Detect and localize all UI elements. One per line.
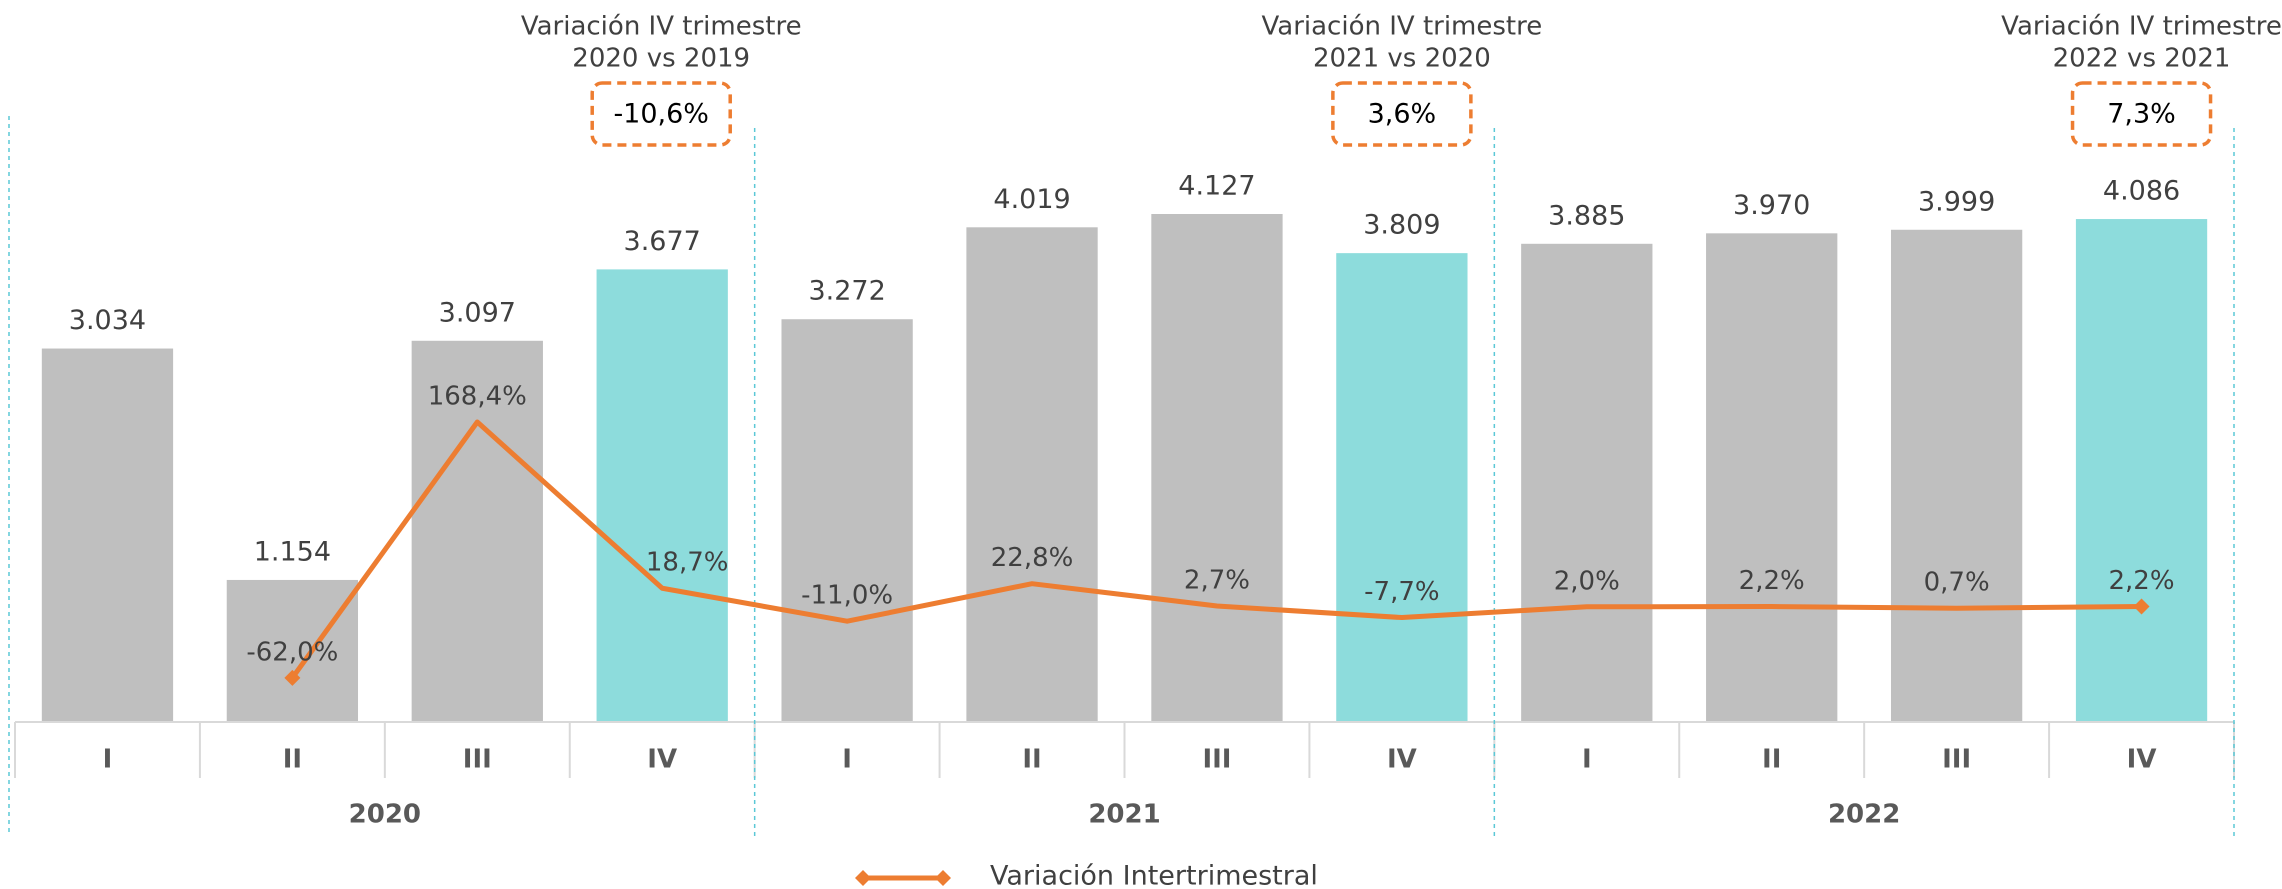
line-label: 18,7%: [646, 548, 729, 578]
annotation-subtitle: 2020 vs 2019: [572, 44, 750, 74]
group-label: 2022: [1828, 800, 1900, 830]
x-tick-label: I: [103, 745, 113, 775]
x-tick-label: I: [842, 745, 852, 775]
bar: [41, 348, 174, 722]
bar-label: 3.272: [808, 276, 885, 307]
line-series: [290, 419, 2142, 680]
x-tick-label: IV: [1387, 745, 1417, 775]
annotation-title: Variación IV trimestre: [1262, 12, 1543, 42]
bar: [1521, 243, 1653, 723]
bar-label: 3.970: [1733, 190, 1810, 221]
x-tick-label: IV: [2127, 745, 2157, 775]
line-label: 0,7%: [1924, 568, 1990, 598]
bar-label: 3.097: [439, 297, 516, 328]
annotation-title: Variación IV trimestre: [2001, 12, 2282, 42]
bar-label: 3.034: [69, 305, 146, 336]
bar: [1706, 233, 1838, 722]
bar: [966, 227, 1098, 722]
line-label: 22,8%: [991, 543, 1074, 573]
x-tick-label: II: [1022, 745, 1041, 775]
bar: [411, 340, 543, 722]
line-label: 2,7%: [1184, 566, 1250, 596]
bar-label: 3.999: [1918, 186, 1995, 217]
x-tick-label: II: [1762, 745, 1781, 775]
line-label: 2,2%: [2109, 566, 2175, 596]
x-tick-label: III: [1202, 745, 1231, 775]
bar: [1890, 229, 2023, 723]
annotation-value: -10,6%: [613, 99, 709, 130]
legend-marker: [855, 870, 871, 886]
line-label: 2,0%: [1554, 566, 1620, 596]
annotation-value: 3,6%: [1368, 99, 1437, 130]
annotation-box: [2070, 81, 2213, 147]
bar: [2075, 219, 2208, 723]
line-label: -62,0%: [246, 637, 338, 667]
bar-label: 3.809: [1363, 210, 1440, 241]
bar-label: 3.885: [1548, 200, 1625, 231]
x-tick-label: IV: [647, 745, 677, 775]
line-marker: [2133, 598, 2150, 615]
bar-label: 4.086: [2103, 176, 2180, 207]
line-label: -11,0%: [801, 581, 893, 611]
x-tick-label: III: [1942, 745, 1971, 775]
group-label: 2021: [1088, 800, 1160, 830]
line-label: 168,4%: [428, 382, 527, 412]
annotation-value: 7,3%: [2107, 99, 2176, 130]
bar-label: 1.154: [254, 536, 331, 567]
line-label: 2,2%: [1739, 566, 1805, 596]
annotation-box: [1331, 81, 1473, 147]
bar: [596, 269, 728, 722]
annotation-subtitle: 2021 vs 2020: [1313, 44, 1491, 74]
legend-label: Variación Intertrimestral: [990, 861, 1318, 889]
bar: [226, 579, 359, 722]
bar: [1336, 253, 1468, 723]
annotation-subtitle: 2022 vs 2021: [2053, 44, 2231, 74]
x-tick-label: I: [1582, 745, 1592, 775]
legend-marker: [935, 870, 951, 886]
line-marker: [284, 669, 301, 686]
bar-label: 4.127: [1178, 171, 1255, 202]
x-tick-label: II: [283, 745, 302, 775]
bar-label: 3.677: [624, 226, 701, 257]
bar-label: 4.019: [993, 184, 1070, 215]
annotation-box: [590, 81, 732, 147]
group-label: 2020: [349, 800, 421, 830]
annotation-title: Variación IV trimestre: [521, 12, 802, 42]
bar: [1151, 214, 1283, 722]
x-tick-label: III: [463, 745, 492, 775]
bar: [781, 319, 913, 722]
line-label: -7,7%: [1364, 577, 1439, 607]
